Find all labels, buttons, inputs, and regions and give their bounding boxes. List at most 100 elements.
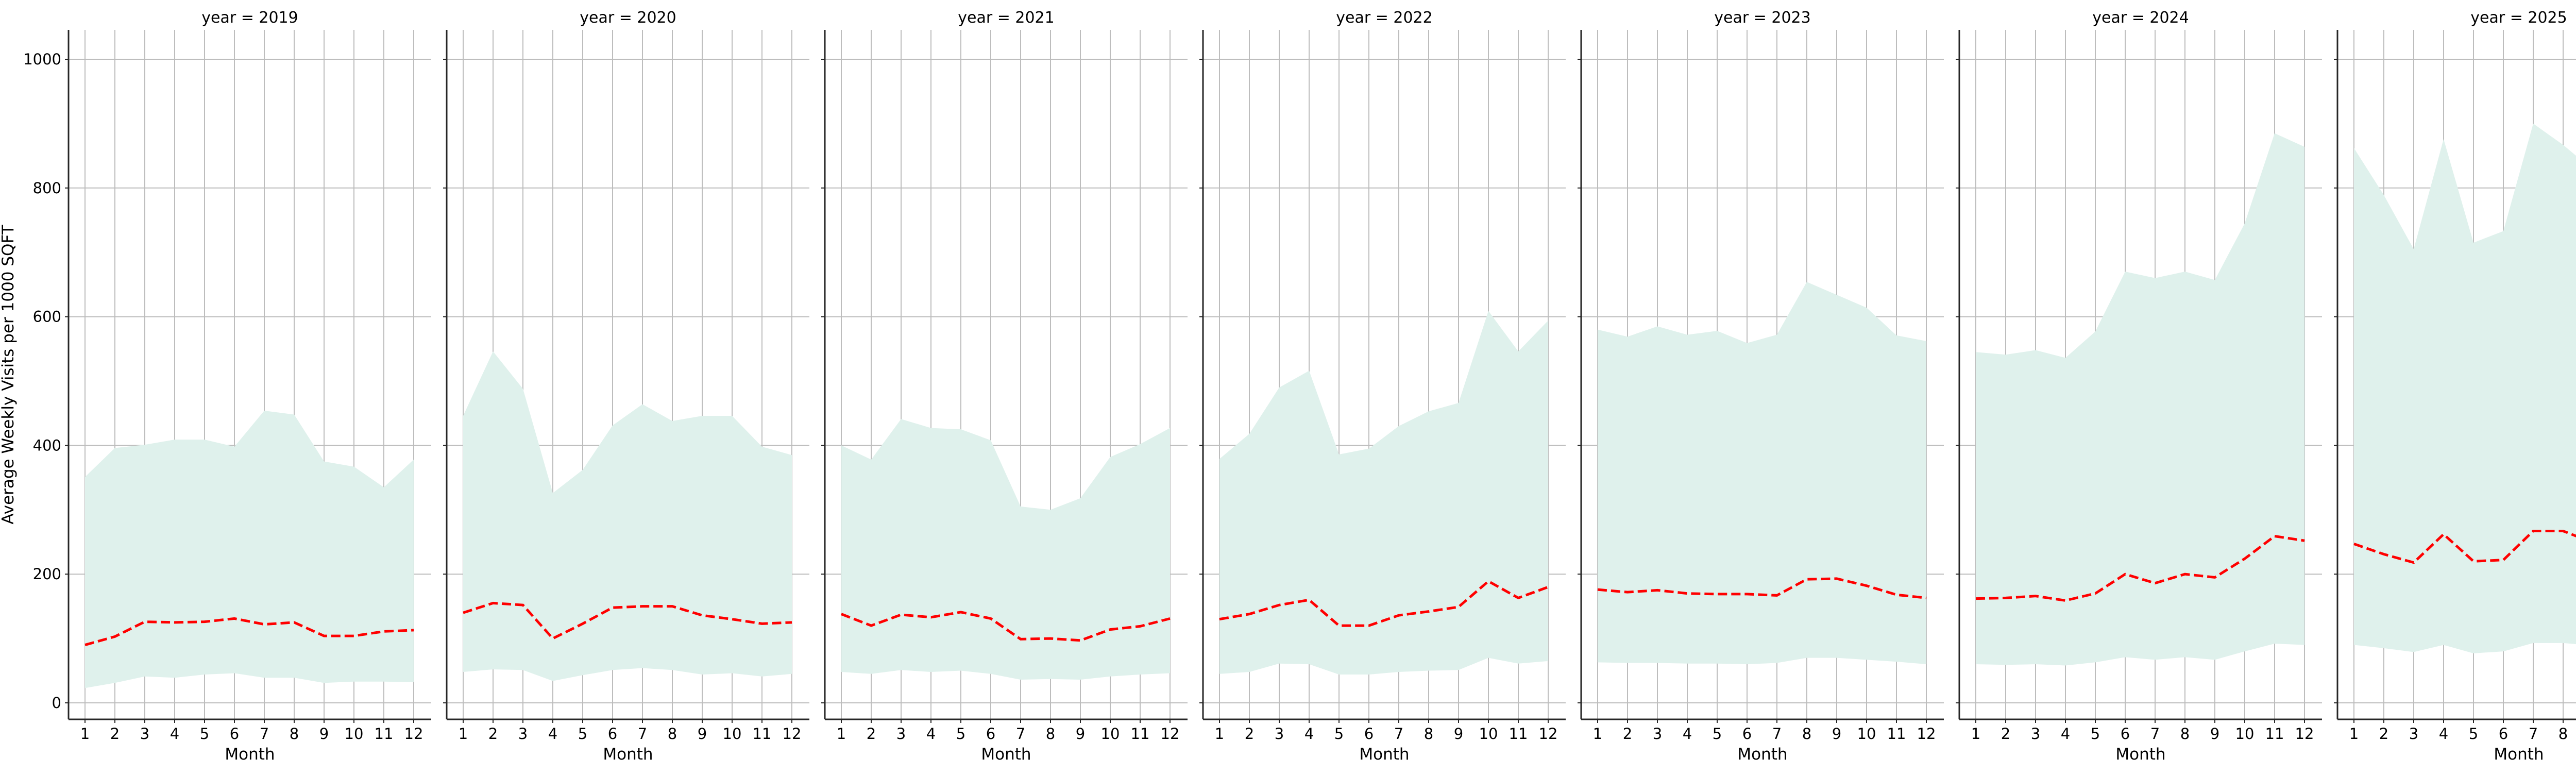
x-tick-label: 8 bbox=[1046, 725, 1055, 743]
x-axis-label: Month bbox=[1359, 745, 1409, 764]
x-axis-label: Month bbox=[1737, 745, 1787, 764]
x-tick-label: 11 bbox=[2265, 725, 2284, 743]
x-tick-label: 12 bbox=[1539, 725, 1558, 743]
x-tick-label: 7 bbox=[1772, 725, 1782, 743]
x-tick-label: 7 bbox=[1394, 725, 1403, 743]
x-tick-label: 6 bbox=[2121, 725, 2130, 743]
x-tick-label: 8 bbox=[2558, 725, 2568, 743]
x-tick-label: 6 bbox=[986, 725, 995, 743]
x-tick-label: 9 bbox=[1076, 725, 1085, 743]
panel-title: year = 2021 bbox=[958, 9, 1055, 27]
x-tick-label: 1 bbox=[837, 725, 846, 743]
x-tick-label: 2 bbox=[2379, 725, 2388, 743]
x-tick-label: 11 bbox=[1131, 725, 1150, 743]
x-tick-label: 7 bbox=[638, 725, 647, 743]
percentile-band bbox=[1219, 311, 1548, 675]
x-tick-label: 5 bbox=[2091, 725, 2100, 743]
x-tick-label: 1 bbox=[80, 725, 90, 743]
x-tick-label: 8 bbox=[2180, 725, 2190, 743]
x-tick-label: 9 bbox=[1832, 725, 1841, 743]
x-tick-label: 7 bbox=[260, 725, 269, 743]
y-tick-label: 600 bbox=[33, 308, 61, 326]
x-tick-label: 3 bbox=[518, 725, 528, 743]
x-tick-label: 3 bbox=[1275, 725, 1284, 743]
x-axis-label: Month bbox=[981, 745, 1031, 764]
panel-title: year = 2020 bbox=[580, 9, 676, 27]
x-tick-label: 3 bbox=[1653, 725, 1662, 743]
median-line bbox=[463, 601, 792, 641]
x-tick-label: 10 bbox=[1479, 725, 1498, 743]
x-tick-label: 1 bbox=[1593, 725, 1602, 743]
x-tick-label: 9 bbox=[1454, 725, 1463, 743]
x-tick-label: 8 bbox=[1424, 725, 1433, 743]
x-tick-label: 4 bbox=[1304, 725, 1314, 743]
x-tick-label: 8 bbox=[1802, 725, 1811, 743]
x-tick-label: 2 bbox=[867, 725, 876, 743]
x-tick-label: 9 bbox=[319, 725, 329, 743]
x-tick-label: 12 bbox=[1161, 725, 1180, 743]
x-axis-label: Month bbox=[2494, 745, 2544, 764]
x-tick-label: 1 bbox=[459, 725, 468, 743]
x-axis-label: Month bbox=[603, 745, 653, 764]
percentile-band bbox=[463, 351, 792, 681]
x-tick-label: 4 bbox=[548, 725, 557, 743]
x-tick-label: 2 bbox=[110, 725, 120, 743]
x-tick-label: 1 bbox=[1971, 725, 1980, 743]
x-tick-label: 4 bbox=[170, 725, 179, 743]
x-tick-label: 6 bbox=[608, 725, 617, 743]
median-line bbox=[841, 611, 1171, 642]
x-tick-label: 2 bbox=[1623, 725, 1632, 743]
panel-title: year = 2025 bbox=[2470, 9, 2567, 27]
x-tick-label: 7 bbox=[1016, 725, 1025, 743]
y-tick-label: 0 bbox=[52, 694, 61, 712]
x-axis-label: Month bbox=[225, 745, 275, 764]
x-tick-label: 7 bbox=[2529, 725, 2538, 743]
x-tick-label: 6 bbox=[1364, 725, 1374, 743]
x-tick-label: 11 bbox=[375, 725, 394, 743]
x-axis-label: Month bbox=[2115, 745, 2165, 764]
y-tick-label: 200 bbox=[33, 565, 61, 583]
percentile-band bbox=[1598, 282, 1926, 665]
panel-title: year = 2019 bbox=[201, 9, 298, 27]
x-tick-label: 10 bbox=[2235, 725, 2255, 743]
x-tick-label: 6 bbox=[2499, 725, 2508, 743]
x-tick-label: 10 bbox=[345, 725, 364, 743]
x-tick-label: 10 bbox=[723, 725, 742, 743]
x-tick-label: 10 bbox=[1857, 725, 1876, 743]
x-tick-label: 11 bbox=[753, 725, 772, 743]
x-tick-label: 7 bbox=[2150, 725, 2160, 743]
x-tick-label: 1 bbox=[1215, 725, 1224, 743]
panel-title: year = 2024 bbox=[2092, 9, 2189, 27]
x-tick-label: 12 bbox=[1917, 725, 1936, 743]
x-tick-label: 3 bbox=[896, 725, 906, 743]
x-tick-label: 12 bbox=[404, 725, 423, 743]
median-line bbox=[1975, 534, 2305, 602]
x-tick-label: 2 bbox=[488, 725, 498, 743]
x-tick-label: 3 bbox=[2031, 725, 2040, 743]
y-tick-label: 800 bbox=[33, 179, 61, 197]
percentile-band bbox=[1976, 133, 2304, 666]
x-tick-label: 4 bbox=[2439, 725, 2448, 743]
x-tick-label: 5 bbox=[200, 725, 209, 743]
median-line bbox=[2353, 530, 2576, 564]
x-tick-label: 10 bbox=[1101, 725, 1120, 743]
panel-title: year = 2022 bbox=[1336, 9, 1433, 27]
percentile-band bbox=[85, 410, 414, 688]
x-tick-label: 6 bbox=[1742, 725, 1752, 743]
median-line bbox=[1597, 577, 1927, 599]
x-tick-label: 2 bbox=[1245, 725, 1254, 743]
percentile-band bbox=[2354, 123, 2576, 653]
x-tick-label: 5 bbox=[1713, 725, 1722, 743]
x-tick-label: 12 bbox=[783, 725, 802, 743]
x-tick-label: 4 bbox=[2061, 725, 2070, 743]
y-tick-label: 400 bbox=[33, 436, 61, 454]
x-tick-label: 6 bbox=[230, 725, 239, 743]
x-tick-label: 8 bbox=[668, 725, 677, 743]
